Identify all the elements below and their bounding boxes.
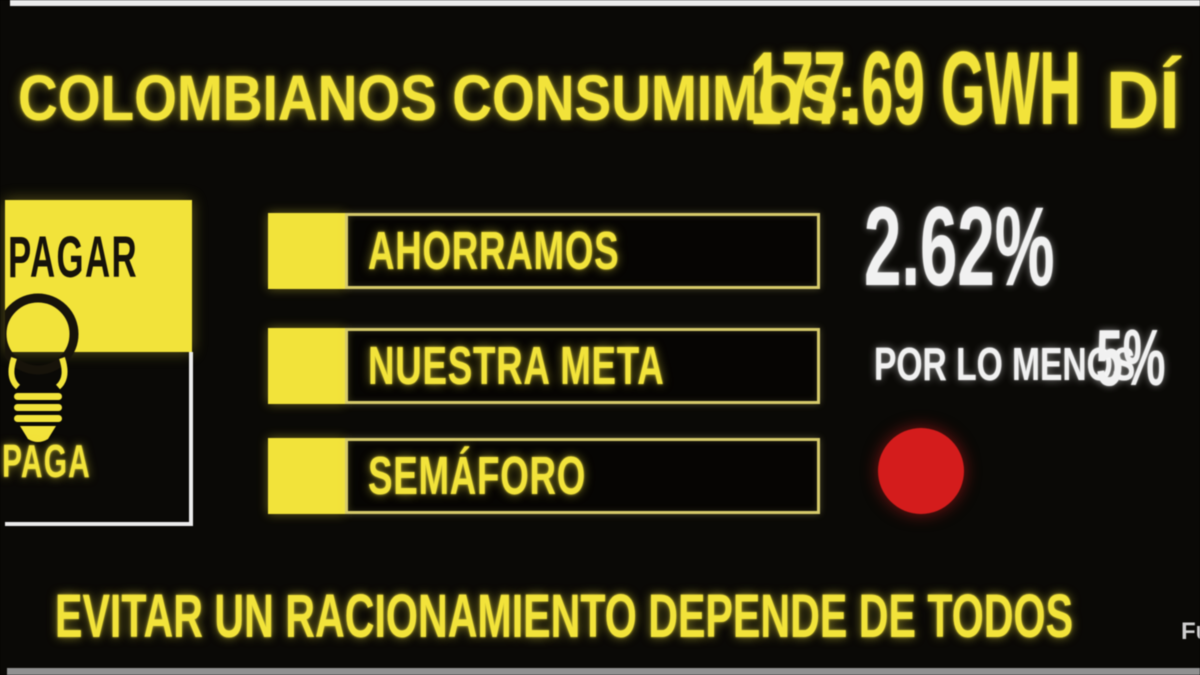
header-title: COLOMBIANOS CONSUMIMOS: <box>18 66 992 130</box>
goal-prefix-text: POR LO MENOS <box>874 338 1136 390</box>
row-bar: SEMÁFORO <box>345 438 820 514</box>
consumption-value: 177.69 GWH <box>750 37 1200 141</box>
goal-percentage-text: 5% <box>1096 313 1166 402</box>
logo-yellow-panel <box>5 200 192 352</box>
saved-percentage-text: 2.62% <box>864 184 1055 309</box>
row-bullet-square <box>268 328 345 404</box>
row-label-text: AHORRAMOS <box>368 221 620 281</box>
goal-prefix: POR LO MENOS <box>874 341 1200 387</box>
footer-message-text: EVITAR UN RACIONAMIENTO DEPENDE DE TODOS <box>55 582 1074 650</box>
logo-word-top-text: PAGAR <box>8 225 139 290</box>
logo-word-bottom-text: PAGA <box>2 435 91 487</box>
row-semaforo: SEMÁFORO <box>268 438 820 514</box>
semaforo-red-light <box>878 428 964 514</box>
consumption-unit-partial: DÍ <box>1106 60 1188 142</box>
consumption-value-text: 177.69 GWH <box>750 31 1081 147</box>
row-label: AHORRAMOS <box>368 220 738 282</box>
row-label-text: SEMÁFORO <box>368 446 587 506</box>
logo-white-border <box>5 352 193 526</box>
apagar-paga-logo: PAGAR PAGA <box>2 200 197 532</box>
row-bullet-square <box>268 213 345 289</box>
logo-word-bottom: PAGA <box>2 438 139 484</box>
consumption-unit-text: DÍ <box>1106 55 1180 146</box>
row-label-text: NUESTRA META <box>368 336 665 396</box>
logo-word-top: PAGAR <box>8 229 225 287</box>
footer-message: EVITAR UN RACIONAMIENTO DEPENDE DE TODOS <box>55 586 1200 647</box>
goal-percentage: 5% <box>1096 318 1200 398</box>
row-bar: AHORRAMOS <box>345 213 820 289</box>
row-bullet-square <box>268 438 345 514</box>
header-title-text: COLOMBIANOS CONSUMIMOS: <box>18 62 856 134</box>
lightbulb-icon <box>5 293 79 442</box>
row-label: NUESTRA META <box>368 335 804 397</box>
row-bar: NUESTRA META <box>345 328 820 404</box>
row-nuestra-meta: NUESTRA META <box>268 328 820 404</box>
top-edge-strip <box>10 0 1200 6</box>
saved-percentage: 2.62% <box>864 191 1182 303</box>
row-ahorramos: AHORRAMOS <box>268 213 820 289</box>
source-text-partial: Fu <box>1181 618 1200 645</box>
row-label: SEMÁFORO <box>368 445 689 507</box>
bottom-edge-strip <box>7 668 1200 675</box>
